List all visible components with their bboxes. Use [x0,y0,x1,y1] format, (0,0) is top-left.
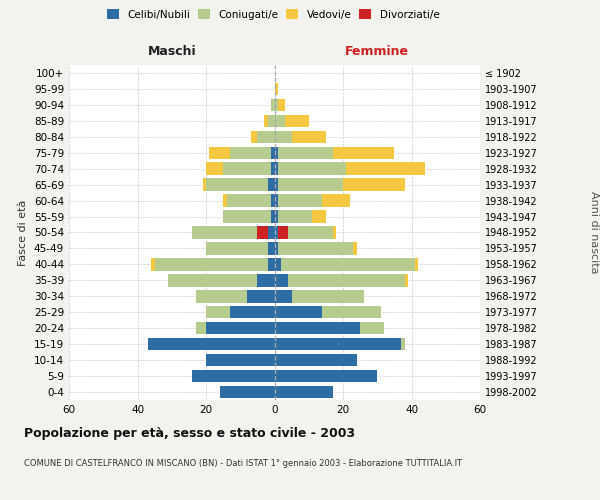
Bar [206,242,268,254]
Bar [360,322,384,334]
Bar [257,226,268,238]
Bar [275,82,278,95]
Bar [223,194,227,207]
Bar [275,178,278,191]
Bar [155,258,268,270]
Bar [268,258,275,270]
Bar [288,274,404,286]
Bar [401,338,404,350]
Bar [275,242,278,254]
Bar [257,130,275,143]
Bar [353,242,356,254]
Bar [278,98,285,111]
Bar [292,130,326,143]
Bar [275,258,281,270]
Bar [148,338,275,350]
Bar [278,146,333,159]
Bar [275,226,278,238]
Legend: Celibi/Nubili, Coniugati/e, Vedovi/e, Divorziati/e: Celibi/Nubili, Coniugati/e, Vedovi/e, Di… [103,5,443,24]
Bar [193,370,275,382]
Bar [209,146,230,159]
Bar [206,354,275,366]
Bar [275,322,360,334]
Bar [206,162,223,175]
Bar [247,290,275,302]
Bar [223,210,271,223]
Bar [278,226,288,238]
Bar [196,322,206,334]
Bar [278,210,312,223]
Bar [257,274,275,286]
Bar [281,258,415,270]
Bar [227,194,271,207]
Bar [346,162,425,175]
Text: COMUNE DI CASTELFRANCO IN MISCANO (BN) - Dati ISTAT 1° gennaio 2003 - Elaborazio: COMUNE DI CASTELFRANCO IN MISCANO (BN) -… [24,459,462,468]
Bar [271,194,275,207]
Y-axis label: Fasce di età: Fasce di età [19,200,28,266]
Y-axis label: Anni di nascita: Anni di nascita [589,191,599,274]
Bar [333,146,394,159]
Bar [275,130,292,143]
Bar [271,146,275,159]
Bar [275,210,278,223]
Bar [206,178,268,191]
Bar [275,98,278,111]
Bar [275,290,292,302]
Bar [415,258,418,270]
Bar [268,178,275,191]
Bar [278,178,343,191]
Bar [275,146,278,159]
Bar [230,306,275,318]
Bar [292,290,364,302]
Bar [206,322,275,334]
Bar [275,338,401,350]
Bar [278,194,322,207]
Bar [275,306,322,318]
Bar [203,178,206,191]
Bar [278,162,346,175]
Bar [404,274,408,286]
Bar [206,306,230,318]
Bar [268,114,275,127]
Bar [169,274,257,286]
Bar [271,162,275,175]
Bar [322,194,350,207]
Bar [251,130,257,143]
Bar [333,226,336,238]
Bar [343,178,404,191]
Text: Femmine: Femmine [345,45,409,58]
Bar [230,146,271,159]
Bar [271,98,275,111]
Bar [288,226,333,238]
Bar [275,370,377,382]
Bar [275,354,356,366]
Bar [151,258,155,270]
Bar [285,114,309,127]
Bar [193,226,257,238]
Bar [275,162,278,175]
Bar [322,306,380,318]
Bar [275,274,288,286]
Bar [268,226,275,238]
Bar [275,194,278,207]
Bar [275,386,333,398]
Bar [223,162,271,175]
Bar [196,290,247,302]
Text: Popolazione per età, sesso e stato civile - 2003: Popolazione per età, sesso e stato civil… [24,428,355,440]
Bar [268,242,275,254]
Text: Maschi: Maschi [148,45,196,58]
Bar [312,210,326,223]
Bar [275,114,285,127]
Bar [271,210,275,223]
Bar [264,114,268,127]
Bar [220,386,275,398]
Bar [278,242,353,254]
